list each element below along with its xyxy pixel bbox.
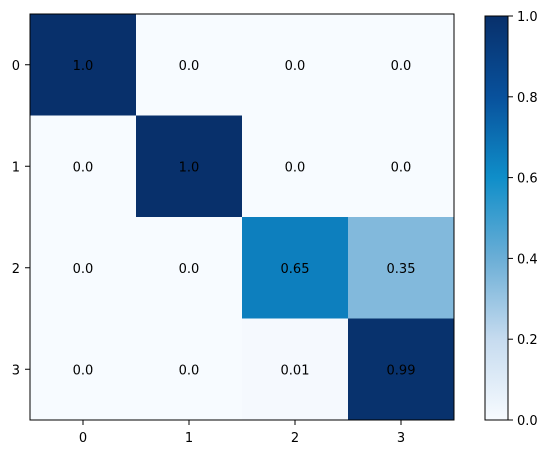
colorbar-tick-label-4: 0.8 — [517, 91, 538, 106]
heatmap-cell-2-2 — [242, 217, 349, 319]
heatmap-cell-2-3 — [348, 217, 455, 319]
cell-value-label-0-3: 0.0 — [391, 59, 412, 74]
heatmap-cell-3-1 — [136, 318, 243, 421]
y-tick-label-2: 2 — [12, 262, 20, 277]
heatmap-cell-1-0 — [30, 115, 137, 218]
heatmap-cell-labels: 1.0 0.0 0.0 0.0 0.0 1.0 0.0 0.0 0.0 0.0 0.65 0.35 0.… — [73, 59, 416, 379]
y-tick-label-0: 0 — [12, 59, 20, 74]
plot-frame — [29, 13, 455, 421]
cell-value-label-3-3: 0.99 — [387, 363, 416, 378]
heatmap-cell-3-0 — [30, 318, 137, 421]
heatmap-cell-1-1 — [136, 115, 243, 218]
colorbar-ticks: 0.0 0.2 0.4 0.6 0.8 1.0 — [508, 10, 538, 429]
colorbar-tick-label-0: 0.0 — [517, 414, 538, 429]
cell-value-label-2-2: 0.65 — [281, 262, 310, 277]
heatmap-cell-1-3 — [348, 115, 455, 218]
heatmap-cell-0-3 — [348, 14, 455, 116]
heatmap-cells — [30, 14, 455, 421]
cell-value-label-3-0: 0.0 — [73, 363, 94, 378]
heatmap-cell-1-2 — [242, 115, 349, 218]
heatmap-cell-0-2 — [242, 14, 349, 116]
colorbar — [484, 15, 509, 421]
colorbar-tick-label-2: 0.4 — [517, 252, 538, 267]
cell-value-label-2-0: 0.0 — [73, 262, 94, 277]
heatmap-cell-3-2 — [242, 318, 349, 421]
cell-value-label-1-3: 0.0 — [391, 160, 412, 175]
x-tick-label-2: 2 — [291, 431, 299, 446]
heatmap-cell-0-0 — [30, 14, 137, 116]
y-axis-ticks: 0 1 2 3 — [12, 59, 30, 378]
heatmap-cell-3-3 — [348, 318, 455, 421]
cell-value-label-1-2: 0.0 — [285, 160, 306, 175]
cell-value-label-2-3: 0.35 — [387, 262, 416, 277]
x-tick-label-0: 0 — [79, 431, 87, 446]
cell-value-label-0-1: 0.0 — [179, 59, 200, 74]
cell-value-label-1-0: 0.0 — [73, 160, 94, 175]
y-tick-label-1: 1 — [12, 160, 20, 175]
x-tick-label-3: 3 — [397, 431, 405, 446]
cell-value-label-2-1: 0.0 — [179, 262, 200, 277]
x-tick-label-1: 1 — [185, 431, 193, 446]
colorbar-tick-label-3: 0.6 — [517, 172, 538, 187]
heatmap-cell-2-0 — [30, 217, 137, 319]
heatmap-cell-2-1 — [136, 217, 243, 319]
cell-value-label-3-1: 0.0 — [179, 363, 200, 378]
y-tick-label-3: 3 — [12, 363, 20, 378]
cell-value-label-3-2: 0.01 — [281, 363, 310, 378]
cell-value-label-0-0: 1.0 — [73, 59, 94, 74]
colorbar-tick-label-5: 1.0 — [517, 10, 538, 25]
cell-value-label-1-1: 1.0 — [179, 160, 200, 175]
cell-value-label-0-2: 0.0 — [285, 59, 306, 74]
colorbar-tick-label-1: 0.2 — [517, 333, 538, 348]
x-axis-ticks: 0 1 2 3 — [79, 420, 405, 446]
heatmap-cell-0-1 — [136, 14, 243, 116]
